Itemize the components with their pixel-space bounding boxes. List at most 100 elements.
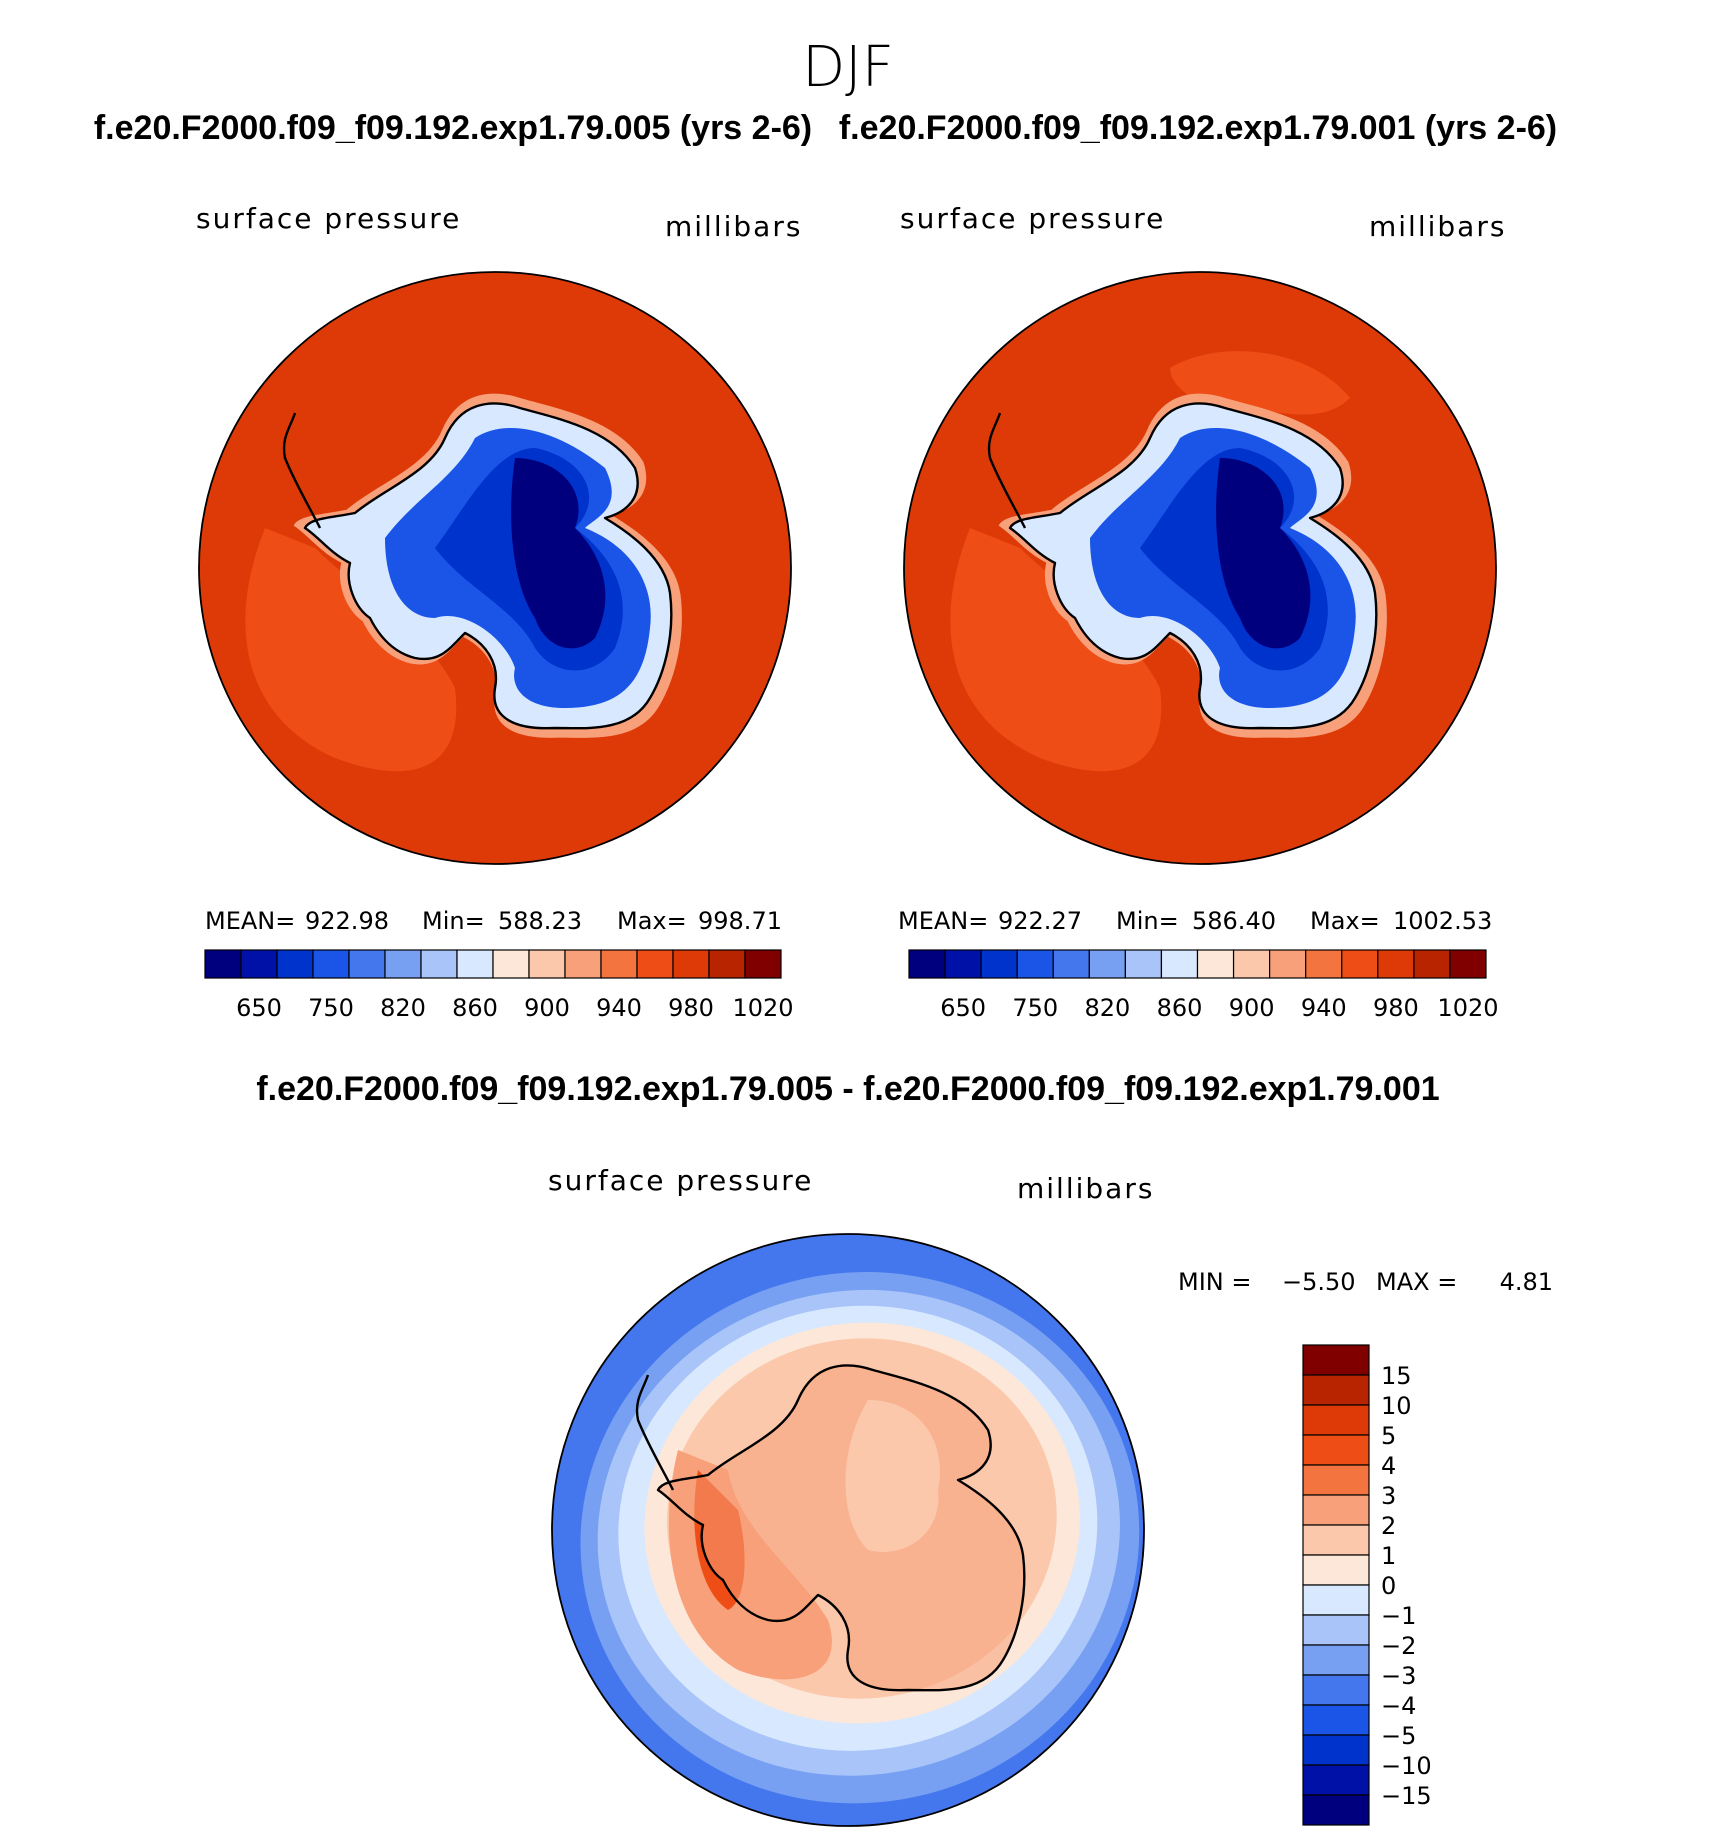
panel-2-stats: MEAN= 922.27 Min= 586.40 Max= 1002.53 [898, 907, 1492, 935]
colorbar-3-tick-label: −15 [1381, 1782, 1432, 1810]
panel-1-mean-label: MEAN= [205, 907, 295, 935]
colorbar-1-tick-label: 860 [452, 994, 498, 1022]
colorbar-3-tick-label: −2 [1381, 1632, 1416, 1660]
colorbar-1-swatch [708, 949, 746, 979]
colorbar-3-swatch [1302, 1554, 1370, 1586]
colorbar-3-tick-label: −10 [1381, 1752, 1432, 1780]
colorbar-2-swatch [1016, 949, 1054, 979]
colorbar-3-tick-label: 5 [1381, 1422, 1396, 1450]
colorbar-3-swatch [1302, 1764, 1370, 1796]
colorbar-2-swatch [1160, 949, 1199, 979]
colorbar-1-swatch [276, 949, 314, 979]
colorbar-1-swatch [240, 949, 278, 979]
panel-2-max-value: 1002.53 [1393, 907, 1492, 935]
difference-polar-map [551, 1233, 1145, 1827]
colorbar-3-tick-label: 0 [1381, 1572, 1396, 1600]
colorbar-1-swatch [744, 949, 782, 979]
colorbar-2-tick-label: 820 [1084, 994, 1130, 1022]
colorbar-3-swatch [1302, 1374, 1370, 1406]
map-boundary [551, 1233, 1145, 1827]
colorbar-3-swatch [1302, 1614, 1370, 1646]
difference-max-value: 4.81 [1500, 1268, 1553, 1296]
colorbar-1-tick-label: 820 [380, 994, 426, 1022]
colorbar-2-swatch [1305, 949, 1343, 979]
colorbar-3-tick-label: −3 [1381, 1662, 1416, 1690]
panel-2-mean-label: MEAN= [898, 907, 988, 935]
colorbar-3-tick-label: 2 [1381, 1512, 1396, 1540]
colorbar-3-swatch [1302, 1524, 1370, 1556]
panel-1-max-label: Max= [617, 907, 687, 935]
difference-units-label: millibars [1017, 1172, 1154, 1205]
difference-max-label: MAX = [1376, 1268, 1457, 1296]
colorbar-1-tick-label: 750 [308, 994, 354, 1022]
panel-2-polar-map [903, 271, 1497, 865]
difference-variable-label: surface pressure [548, 1164, 813, 1197]
colorbar-2-tick-label: 900 [1229, 994, 1275, 1022]
colorbar-2-tick-label: 650 [940, 994, 986, 1022]
difference-min-max: MIN = −5.50 MAX = 4.81 [1178, 1268, 1553, 1296]
colorbar-1-swatch [204, 949, 242, 979]
difference-min-label: MIN = [1178, 1268, 1251, 1296]
colorbar-2-tick-label: 750 [1012, 994, 1058, 1022]
colorbar-3-swatch [1302, 1734, 1370, 1766]
colorbar-1-swatch [492, 949, 530, 979]
colorbar-3-tick-label: 10 [1381, 1392, 1412, 1420]
colorbar-3-tick-label: 1 [1381, 1542, 1396, 1570]
panel-2-colorbar: 650 750 820 860 900 940 980 1020 [908, 949, 1499, 1022]
colorbar-3-swatch [1302, 1584, 1370, 1616]
colorbar-3-swatch [1302, 1344, 1370, 1376]
colorbar-3-tick-label: −1 [1381, 1602, 1416, 1630]
panel-2-mean-value: 922.27 [998, 907, 1082, 935]
colorbar-2-swatch [1196, 949, 1235, 979]
colorbar-1-tick-label: 980 [668, 994, 714, 1022]
colorbar-1-swatch [384, 949, 422, 979]
colorbar-1-swatch [420, 949, 458, 979]
colorbar-2-swatch [1377, 949, 1415, 979]
colorbar-1-swatch [564, 949, 602, 979]
map-boundary [198, 271, 792, 865]
colorbar-3-tick-label: 4 [1381, 1452, 1396, 1480]
colorbar-3-swatch [1302, 1794, 1370, 1826]
colorbar-3-swatch [1302, 1704, 1370, 1736]
difference-min-value: −5.50 [1282, 1268, 1356, 1296]
panel-1-case-title: f.e20.F2000.f09_f09.192.exp1.79.005 (yrs… [94, 109, 812, 147]
panel-2-variable-label: surface pressure [900, 202, 1165, 235]
panel-2-min-value: 586.40 [1192, 907, 1276, 935]
colorbar-1-swatch [312, 949, 350, 979]
colorbar-3-tick-label: 3 [1381, 1482, 1396, 1510]
pressure-band [511, 458, 606, 649]
panel-2-units-label: millibars [1369, 210, 1506, 243]
colorbar-3-swatch [1302, 1644, 1370, 1676]
panel-2-max-label: Max= [1310, 907, 1380, 935]
panel-2-min-label: Min= [1116, 907, 1179, 935]
colorbar-1-tick-label: 900 [524, 994, 570, 1022]
colorbar-1-swatch [348, 949, 386, 979]
colorbar-2-tick-label: 860 [1157, 994, 1203, 1022]
colorbar-2-swatch [944, 949, 982, 979]
colorbar-1-swatch [456, 949, 494, 979]
colorbar-2-tick-label: 980 [1373, 994, 1419, 1022]
colorbar-3-tick-label: −4 [1381, 1692, 1416, 1720]
colorbar-2-swatch [1413, 949, 1451, 979]
colorbar-3-tick-label: −5 [1381, 1722, 1416, 1750]
colorbar-2-tick-label: 1020 [1437, 994, 1498, 1022]
colorbar-2-swatch [1088, 949, 1126, 979]
panel-1-variable-label: surface pressure [196, 202, 461, 235]
colorbar-1-tick-label: 1020 [732, 994, 793, 1022]
colorbar-3-swatch [1302, 1464, 1370, 1496]
panel-1-max-value: 998.71 [698, 907, 782, 935]
colorbar-3-swatch [1302, 1674, 1370, 1706]
colorbar-1-swatch [600, 949, 638, 979]
pressure-band [1216, 458, 1311, 649]
pressure-band [950, 528, 1162, 772]
colorbar-2-swatch [1232, 949, 1271, 979]
colorbar-2-swatch [1341, 949, 1379, 979]
panel-1-min-value: 588.23 [498, 907, 582, 935]
panel-1-colorbar: 650 750 820 860 900 940 980 1020 [204, 949, 794, 1022]
colorbar-3-swatch [1302, 1404, 1370, 1436]
colorbar-2-swatch [1124, 949, 1163, 979]
difference-title: f.e20.F2000.f09_f09.192.exp1.79.005 - f.… [256, 1070, 1439, 1108]
panel-1-units-label: millibars [665, 210, 802, 243]
